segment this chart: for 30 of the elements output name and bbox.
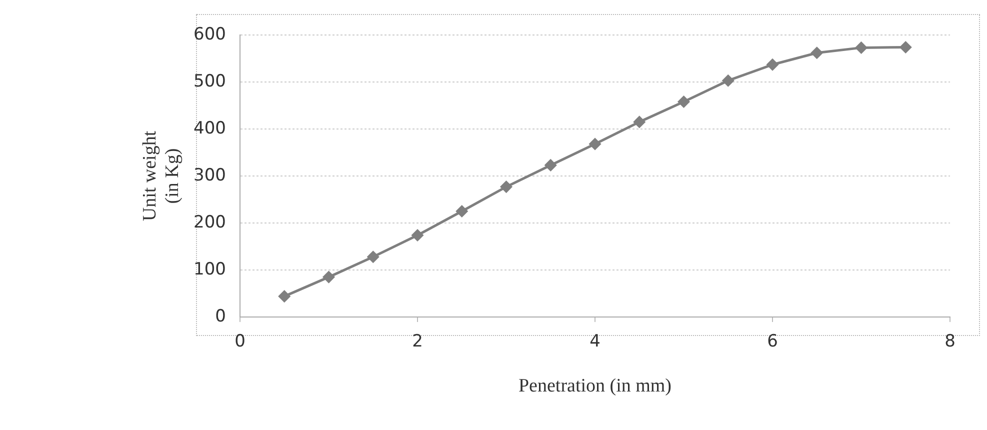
x-tick-label: 6	[767, 332, 778, 352]
point	[900, 41, 912, 53]
y-tick-label: 400	[194, 118, 226, 138]
point	[634, 116, 646, 128]
point	[367, 251, 379, 263]
text: Unit weight	[139, 130, 160, 222]
y-tick-label: 200	[194, 212, 226, 232]
point	[278, 290, 290, 302]
point	[678, 96, 690, 108]
x-tick-label: 2	[412, 332, 423, 352]
x-tick-label: 8	[944, 332, 956, 352]
point	[766, 58, 778, 70]
point	[856, 42, 867, 54]
point	[456, 206, 468, 217]
x-tick-label: 0	[234, 332, 246, 352]
y-tick-label: 0	[215, 306, 226, 326]
y-tick-label: 600	[194, 24, 226, 44]
x-tick-label: 4	[590, 332, 600, 352]
text: (in Kg)	[162, 148, 184, 204]
point	[500, 181, 512, 193]
point	[323, 271, 334, 283]
y-tick-label: 500	[194, 71, 226, 92]
x-axis-title: Penetration (in mm)	[518, 376, 672, 397]
point	[811, 47, 823, 59]
point	[589, 138, 601, 150]
point	[722, 74, 734, 86]
y-tick-label: 300	[194, 165, 226, 186]
y-tick-label: 100	[194, 259, 226, 280]
point	[412, 229, 424, 241]
point	[544, 159, 556, 171]
